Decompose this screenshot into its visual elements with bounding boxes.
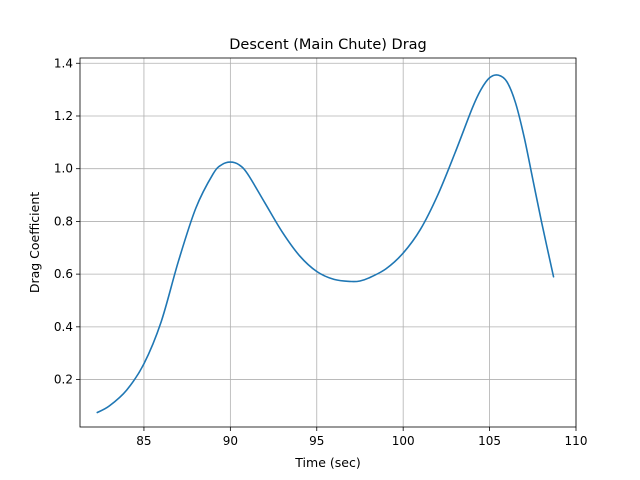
- series-layer: [96, 74, 555, 414]
- plot-area-frame: [79, 57, 577, 428]
- y-tick-label: 1.2: [54, 109, 73, 123]
- y-tick-label: 0.8: [54, 214, 73, 228]
- x-tick-label: 110: [565, 434, 588, 448]
- y-tick-label: 0.2: [54, 373, 73, 387]
- y-axis-ticks: 0.2 0.4 0.6 0.8 1.0 1.2 1.4: [54, 56, 80, 387]
- chart-title: Descent (Main Chute) Drag: [229, 37, 427, 53]
- x-axis-ticks: 85 90 95 100 105 110: [136, 427, 587, 448]
- y-tick-label: 1.0: [54, 162, 73, 176]
- y-tick-label: 0.6: [54, 267, 73, 281]
- series-line: [96, 74, 555, 414]
- x-tick-label: 85: [136, 434, 151, 448]
- x-tick-label: 105: [478, 434, 501, 448]
- x-tick-label: 95: [309, 434, 324, 448]
- y-axis-label: Drag Coefficient: [27, 192, 42, 293]
- x-tick-label: 100: [392, 434, 415, 448]
- x-tick-label: 90: [223, 434, 238, 448]
- x-axis-label: Time (sec): [294, 455, 360, 470]
- y-tick-label: 1.4: [54, 56, 73, 70]
- y-tick-label: 0.4: [54, 320, 73, 334]
